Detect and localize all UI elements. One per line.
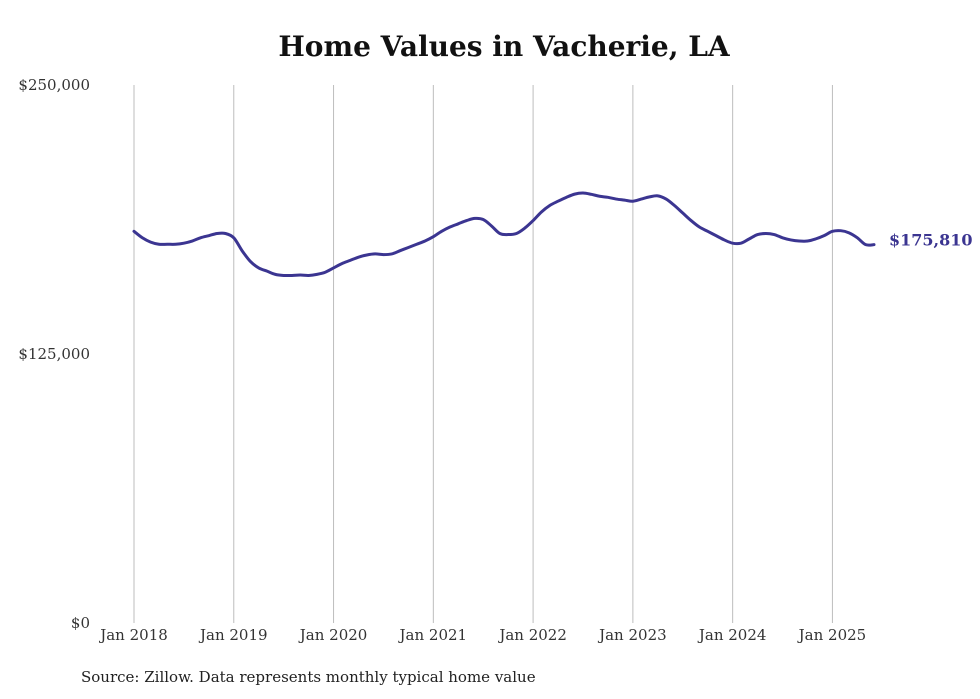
- x-tick-label: Jan 2024: [697, 626, 767, 644]
- y-axis: $0 $125,000 $250,000: [18, 76, 90, 632]
- series-layer: [132, 191, 876, 278]
- x-tick-label: Jan 2025: [797, 626, 867, 644]
- grid-lines: [133, 85, 833, 623]
- x-tick-label: Jan 2022: [497, 626, 567, 644]
- x-axis: Jan 2018 Jan 2019 Jan 2020 Jan 2021 Jan 2022…: [98, 626, 866, 644]
- y-tick-label: $125,000: [18, 345, 90, 363]
- x-tick-label: Jan 2018: [98, 626, 168, 644]
- end-value-label: $175,810: [889, 231, 973, 250]
- chart-title: Home Values in Vacherie, LA: [278, 30, 730, 63]
- x-tick-label: Jan 2021: [398, 626, 468, 644]
- series-line-home-value: [132, 191, 876, 278]
- x-tick-label: Jan 2023: [597, 626, 667, 644]
- y-tick-label: $0: [71, 614, 90, 632]
- x-tick-label: Jan 2020: [298, 626, 368, 644]
- end-label-layer: $175,810: [889, 231, 973, 250]
- y-tick-label: $250,000: [18, 76, 90, 94]
- x-tick-label: Jan 2019: [198, 626, 268, 644]
- source-note: Source: Zillow. Data represents monthly …: [81, 668, 536, 686]
